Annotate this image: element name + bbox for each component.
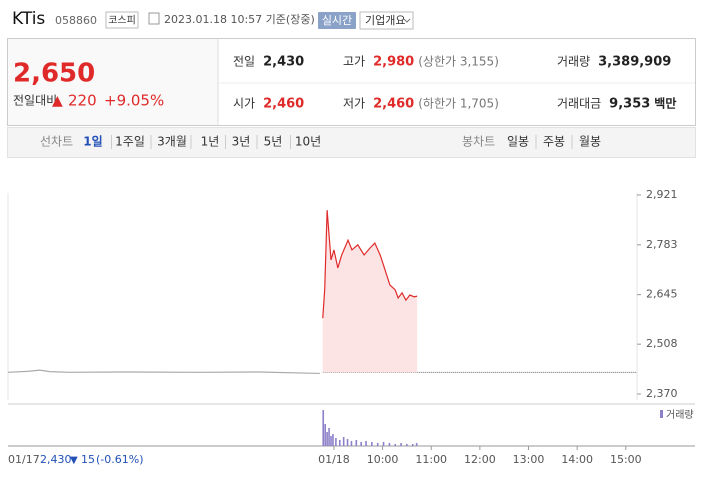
period-tab[interactable]: 일봉 [507,135,529,149]
volume-bar [382,442,385,446]
market: 코스피 [108,15,136,27]
period-tab[interactable]: 1년 [201,135,220,149]
volume-bar [394,444,397,446]
price-line [322,210,418,319]
volume-bar [415,443,418,446]
legend-swatch [660,410,663,418]
volume-bar [322,410,325,446]
change: 220 [68,92,97,110]
volume-bar [360,442,362,446]
stat-value: 2,460 [373,97,414,112]
plot-frame [7,193,638,400]
stat-unit: 백만 [654,96,676,111]
y-tick-label: 2,921 [646,188,678,201]
timestamp: 2023.01.18 10:57 기준(장중) [164,13,315,26]
realtime[interactable]: 실시간 [322,14,352,27]
stat-value: 2,980 [373,55,414,70]
stat-label: 저가 [343,97,365,111]
volume-bar [342,437,345,446]
volume-bar [330,436,332,446]
volume-bar [365,441,367,446]
x-tick-label: 13:00 [513,453,545,466]
period-tab[interactable]: 1일 [83,135,102,149]
y-tick-label: 2,370 [646,387,678,400]
period-tab[interactable]: 10년 [295,135,321,149]
period-tab[interactable]: 월봉 [579,135,601,149]
stat-label: 전일 [233,55,255,69]
volume-bar [346,439,349,446]
footer-change: 15 [81,453,95,466]
stat-label: 시가 [233,97,255,111]
volume-bar [406,444,408,446]
stat-label: 고가 [343,55,365,69]
footer-arrow: ▼ [70,455,78,466]
area [322,210,418,373]
realtime-button[interactable] [318,12,356,29]
price-panel [8,39,218,125]
stat-value: 9,353 [609,97,650,112]
volume-bar [400,443,402,446]
calendar-icon [148,12,160,25]
stock-code: 058860 [55,14,97,27]
stock-name: KTis [12,9,45,29]
volume-bar [324,424,326,446]
period-tab[interactable]: 1주일 [115,135,145,149]
stat-label: 거래량 [557,55,590,69]
volume-bar [355,440,358,446]
volume-bar [371,442,373,446]
stat-note: (상한가 3,155) [418,55,499,69]
x-tick-label: 14:00 [561,453,593,466]
y-tick-label: 2,645 [646,288,678,301]
volume-bar [332,434,334,446]
period-tab[interactable]: 주봉 [543,135,565,149]
stat-note: (하한가 1,705) [418,97,499,111]
y-tick-label: 2,783 [646,238,678,251]
price-line [7,369,320,375]
dropdown-arrow [403,18,411,23]
footer-date: 01/17 [8,453,40,466]
market-badge [105,11,139,29]
stat-label: 거래대금 [557,97,601,111]
volume-bar [350,441,353,446]
volume-bar [328,428,330,446]
volume-bar [376,443,379,446]
volume-bar [411,444,414,446]
company[interactable]: 기업개요 [365,14,405,27]
change-arrow: ▲ [52,93,63,109]
volume-bar [326,432,328,446]
footer-close: 2,430 [40,453,72,466]
x-tick-label: 10:00 [367,453,399,466]
footer-pct: (-0.61%) [96,453,144,466]
x-tick-label: 01/18 [318,453,350,466]
x-tick-label: 11:00 [415,453,447,466]
volume-bar [335,438,337,446]
stat-value: 2,430 [263,55,304,70]
stat-value: 2,460 [263,97,304,112]
period-tab[interactable]: 3년 [232,135,251,149]
company-button[interactable] [359,11,414,30]
stat-value: 3,389,909 [598,55,671,70]
volume-bar [388,443,391,446]
legend-label: 거래량 [666,409,694,421]
price: 2,650 [13,59,95,89]
change-pct: +9.05% [104,92,164,110]
volume-bar [338,440,341,446]
change-label: 전일대비 [13,94,57,108]
tab-group-label: 선차트 [40,135,73,149]
tab-bar [7,127,696,158]
x-tick-label: 15:00 [610,453,642,466]
period-tab[interactable]: 3개월 [157,135,187,149]
x-tick-label: 12:00 [464,453,496,466]
tab-group-label: 봉차트 [462,135,495,149]
period-tab[interactable]: 5년 [264,135,283,149]
y-tick-label: 2,508 [646,337,678,350]
